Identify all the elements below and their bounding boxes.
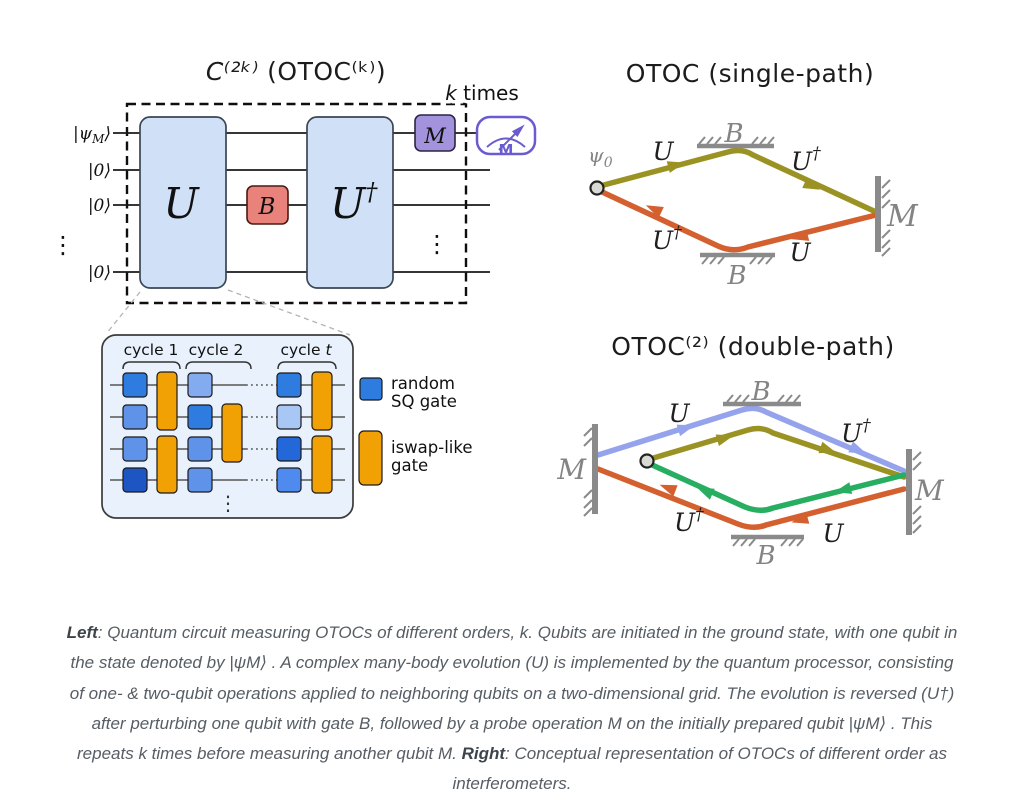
gate-legend: random SQ gate iswap-like gate <box>358 374 473 486</box>
qubit-zero-label: |0⟩ <box>88 263 111 283</box>
cycle-detail-diagram: cycle 1 cycle 2 cycle t <box>101 334 473 519</box>
u-dagger-bottom-label: U† <box>674 505 704 537</box>
caption-right-text: : Conceptual representation of OTOCs of … <box>452 744 947 794</box>
circuit-title: C⁽²ᵏ⁾ (OTOC⁽ᵏ⁾) <box>206 57 386 86</box>
cycle-2-label: cycle 2 <box>189 341 244 359</box>
figure-caption: Left: Quantum circuit measuring OTOCs of… <box>62 618 962 799</box>
u-top-label: U <box>652 137 674 166</box>
legend-iswap-line1: iswap-like <box>391 438 473 457</box>
inner-forward-path-olive <box>647 425 907 480</box>
m-wall-right-label: M <box>914 474 945 507</box>
u-bottom-label: U <box>822 519 844 548</box>
m-wall-left-label: M <box>556 453 587 486</box>
cycle-t-label: cycle t <box>280 341 332 359</box>
b-top-label: B <box>723 119 743 149</box>
qubit-ellipsis: ⋮ <box>51 231 75 259</box>
figure-canvas: C⁽²ᵏ⁾ (OTOC⁽ᵏ⁾) k times |ψM⟩ |0⟩ |0⟩ ⋮ |… <box>51 57 945 571</box>
mirror-b-bottom: B <box>700 252 775 291</box>
u-dagger-gate <box>306 116 394 289</box>
b-bottom-label: B <box>726 261 746 291</box>
u-gate-label: U <box>163 179 200 228</box>
b-gate-label: B <box>258 194 276 220</box>
meter-m-label: M <box>499 141 514 159</box>
legend-sq-line2: SQ gate <box>391 392 457 411</box>
u-gate <box>139 116 227 289</box>
u-top-label: U <box>668 399 690 428</box>
path-arrows <box>645 161 821 241</box>
measurement-wall-left: M <box>556 424 598 517</box>
otoc-single-path-diagram: OTOC (single-path) ψ0 B <box>588 59 919 291</box>
mirror-b-top: B <box>697 119 775 149</box>
measurement-wall-right: M <box>906 449 945 535</box>
u-dagger-bottom-label: U† <box>652 223 682 255</box>
u-dagger-gate-label: U† <box>330 178 378 228</box>
cycle-brackets <box>122 361 337 370</box>
cycle-labels: cycle 1 cycle 2 cycle t <box>124 341 333 359</box>
single-path-title: OTOC (single-path) <box>626 59 874 88</box>
m-wall-label: M <box>886 199 919 234</box>
m-gate-label: M <box>423 124 446 148</box>
psi0-label: ψ0 <box>588 143 613 171</box>
legend-iswap-line2: gate <box>391 456 428 475</box>
b-bottom-label: B <box>755 541 775 571</box>
legend-sq-line1: random <box>391 374 455 393</box>
outer-forward-path-blue <box>595 405 907 474</box>
qubit-labels: |ψM⟩ |0⟩ |0⟩ ⋮ |0⟩ <box>51 124 111 283</box>
cycle-ellipsis: ⋮ <box>218 491 238 515</box>
double-path-title: OTOC⁽²⁾ (double-path) <box>611 332 894 361</box>
b-gate <box>246 185 289 225</box>
legend-sq-gate-swatch <box>359 377 383 401</box>
caption-right-label: Right <box>461 744 506 763</box>
qubit-psi-label: |ψM⟩ <box>73 124 111 146</box>
u-bottom-label: U <box>789 238 811 267</box>
random-sq-gates <box>122 372 302 493</box>
measurement-wall-right: M <box>875 176 919 257</box>
qubit-zero-label: |0⟩ <box>88 196 111 216</box>
start-node <box>589 180 605 196</box>
cycle-1-label: cycle 1 <box>124 341 179 359</box>
path-arrows <box>659 424 867 524</box>
k-times-label: k times <box>445 81 519 105</box>
caption-left-label: Left <box>66 623 98 642</box>
circuit-diagram: C⁽²ᵏ⁾ (OTOC⁽ᵏ⁾) k times |ψM⟩ |0⟩ |0⟩ ⋮ |… <box>51 57 537 336</box>
circuit-ellipsis: ⋮ <box>425 230 449 258</box>
legend-iswap-swatch <box>358 430 383 486</box>
inner-backward-path-green <box>647 461 907 513</box>
u-dagger-top-label: U† <box>841 416 871 448</box>
m-gate <box>414 114 456 152</box>
start-node <box>639 453 655 469</box>
backward-path-orange <box>597 188 879 253</box>
caption-left-text: : Quantum circuit measuring OTOCs of dif… <box>69 623 958 763</box>
outer-backward-path-orange <box>595 466 907 530</box>
qubit-zero-label: |0⟩ <box>88 161 111 181</box>
zoom-connector-lines <box>105 289 351 336</box>
u-dagger-top-label: U† <box>791 144 821 176</box>
measurement-meter-icon: M <box>475 115 537 159</box>
iswap-gates <box>156 371 333 494</box>
mirror-b-top: B <box>723 377 801 407</box>
mirror-b-bottom: B <box>731 534 804 571</box>
repeat-dashed-box <box>125 102 468 305</box>
otoc-double-path-diagram: OTOC⁽²⁾ (double-path) B <box>556 332 945 571</box>
forward-path-olive <box>597 147 879 215</box>
b-top-label: B <box>750 377 770 407</box>
